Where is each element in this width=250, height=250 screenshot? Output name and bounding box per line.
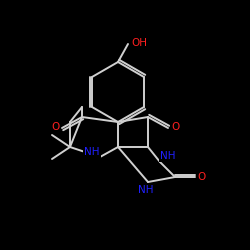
Text: O: O (171, 122, 179, 132)
Text: NH: NH (84, 147, 100, 157)
Text: NH: NH (138, 185, 154, 195)
Text: OH: OH (131, 38, 147, 48)
Text: O: O (198, 172, 206, 182)
Text: NH: NH (160, 151, 176, 161)
Text: O: O (51, 122, 59, 132)
